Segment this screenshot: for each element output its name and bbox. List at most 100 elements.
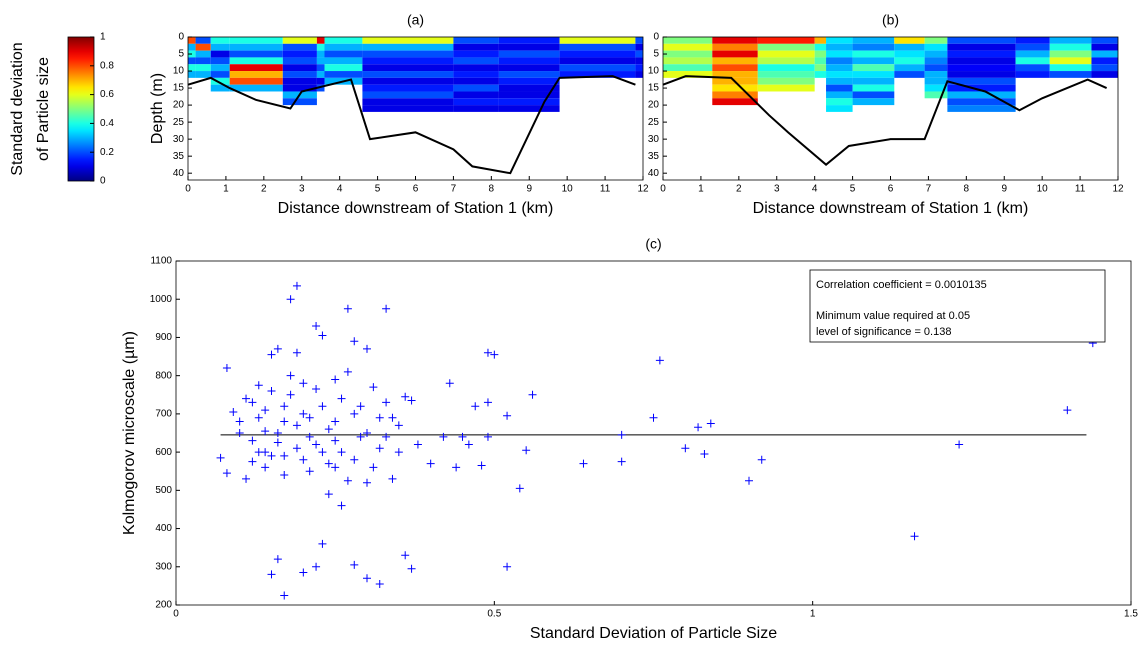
point <box>407 564 416 573</box>
heat-cell <box>814 37 827 44</box>
point <box>222 364 231 373</box>
heat-cell <box>947 98 1016 106</box>
point <box>483 432 492 441</box>
point <box>312 440 321 449</box>
heat-cell <box>559 50 636 58</box>
heat-cell <box>924 64 948 72</box>
point <box>254 381 263 390</box>
heat-cell <box>826 71 853 78</box>
heat-cell <box>663 43 713 51</box>
point <box>273 429 282 437</box>
heat-cell <box>712 37 758 44</box>
heat-cell <box>324 64 363 72</box>
heat-cell <box>826 84 853 92</box>
heat-cell <box>712 91 758 99</box>
annotation: Minimum value required at 0.05 <box>816 310 970 322</box>
heat-cell <box>852 84 895 92</box>
heat-cell <box>210 77 230 85</box>
heat-cell <box>712 84 758 92</box>
point <box>254 413 263 422</box>
heat-cell <box>894 43 925 51</box>
point <box>299 455 308 464</box>
x-tick-label: 9 <box>1001 184 1007 195</box>
heat-cell <box>316 50 325 58</box>
heat-cell <box>826 64 853 72</box>
heat-cell <box>826 77 853 85</box>
y-tick-label: 25 <box>173 117 185 128</box>
heat-cell <box>1015 57 1050 65</box>
x-tick-label: 5 <box>850 184 856 195</box>
heat-cell <box>1015 64 1050 72</box>
point <box>235 417 244 426</box>
bed-line <box>187 75 636 175</box>
heat-cell <box>924 71 948 78</box>
heat-cell <box>814 50 827 58</box>
point <box>273 555 282 564</box>
point <box>522 446 531 455</box>
heat-cell <box>712 50 758 58</box>
point <box>388 474 397 483</box>
heat-cell <box>1015 43 1050 51</box>
heat-cell <box>894 57 925 65</box>
point <box>394 448 403 457</box>
point <box>235 429 244 437</box>
point <box>331 375 340 384</box>
y-tick-label: 30 <box>648 134 660 145</box>
heat-cell <box>814 71 827 78</box>
heat-cell <box>453 105 499 112</box>
point <box>337 501 346 510</box>
heat-cell <box>453 91 499 99</box>
heat-cell <box>924 77 948 85</box>
heat-cell <box>852 98 895 106</box>
heat-cell <box>210 71 230 78</box>
x-tick-label: 1.5 <box>1124 609 1138 620</box>
x-tick-label: 2 <box>261 184 267 195</box>
heat-cell <box>282 98 317 106</box>
point <box>694 423 703 432</box>
point <box>1063 406 1072 415</box>
heat-cell <box>453 71 499 78</box>
y-tick-label: 5 <box>178 49 184 60</box>
heat-cell <box>635 37 643 44</box>
heat-cell <box>826 105 853 112</box>
point <box>318 539 327 548</box>
heat-cell <box>814 57 827 65</box>
x-tick-label: 1 <box>223 184 229 195</box>
point <box>369 463 378 472</box>
heat-cell <box>498 98 560 106</box>
point <box>382 304 391 313</box>
heat-cell <box>757 50 815 58</box>
point <box>458 432 467 441</box>
heat-cell <box>947 91 1016 99</box>
heat-cell <box>188 71 196 78</box>
point <box>477 461 486 470</box>
heat-cell <box>852 77 895 85</box>
colorbar-tick-label: 0.4 <box>100 118 114 129</box>
point <box>331 436 340 445</box>
point <box>445 379 454 388</box>
point <box>242 394 251 403</box>
heat-cell <box>453 64 499 72</box>
point <box>286 371 295 380</box>
point <box>305 467 314 476</box>
heat-cell <box>282 77 317 85</box>
heat-cell <box>316 43 325 51</box>
heat-cell <box>453 57 499 65</box>
heat-cell <box>712 98 758 106</box>
heat-cell <box>894 71 925 78</box>
heat-cell <box>210 43 230 51</box>
heat-cell <box>453 37 499 44</box>
heat-cell <box>498 37 560 44</box>
heat-cell <box>453 84 499 92</box>
point <box>305 413 314 422</box>
point <box>267 350 276 359</box>
heat-cell <box>852 57 895 65</box>
x-tick-label: 7 <box>926 184 932 195</box>
heat-cell <box>210 84 230 92</box>
point <box>528 390 537 399</box>
heat-cell <box>1015 50 1050 58</box>
point <box>483 348 492 357</box>
heat-cell <box>282 43 317 51</box>
point <box>331 463 340 472</box>
